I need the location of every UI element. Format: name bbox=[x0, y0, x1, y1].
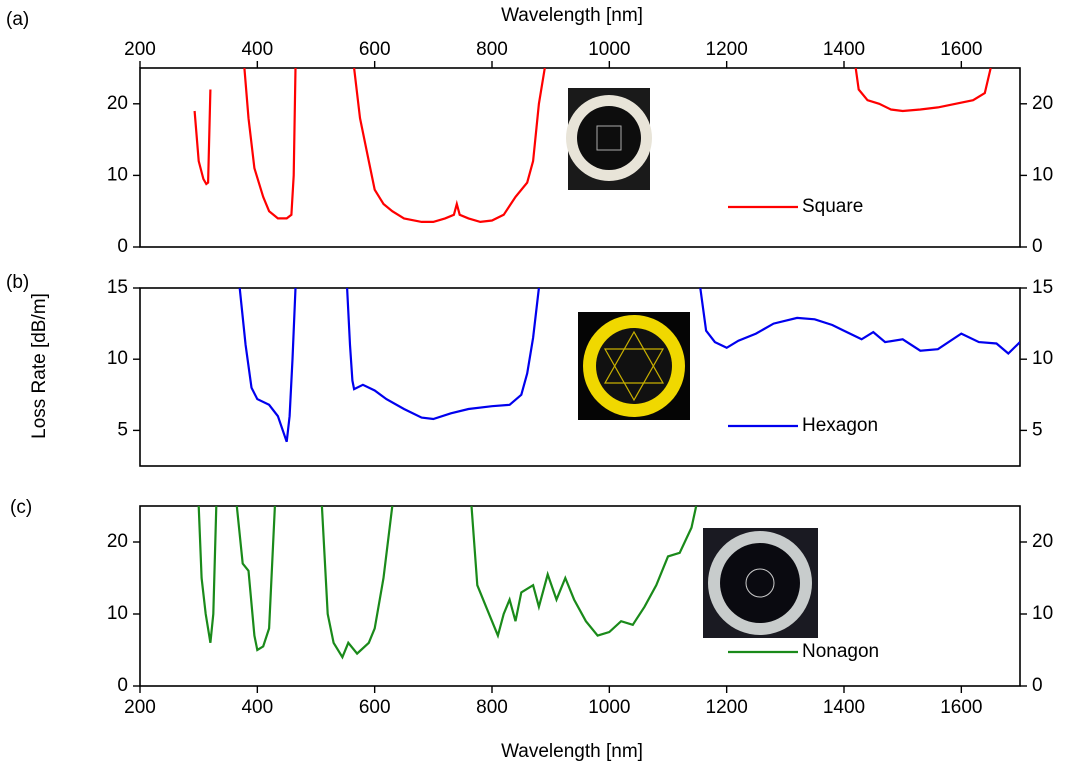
y-tick-label: 20 bbox=[107, 531, 128, 552]
y-tick-label-right: 5 bbox=[1032, 419, 1043, 440]
x-tick-label: 400 bbox=[241, 697, 273, 718]
x-tick-label: 1600 bbox=[940, 39, 982, 60]
x-tick-label: 800 bbox=[476, 697, 508, 718]
x-tick-label: 1400 bbox=[823, 697, 865, 718]
x-axis-title-top: Wavelength [nm] bbox=[501, 5, 643, 26]
y-tick-label-right: 0 bbox=[1032, 675, 1043, 696]
x-tick-label: 400 bbox=[241, 39, 273, 60]
y-tick-label: 5 bbox=[117, 419, 128, 440]
y-axis-title: Loss Rate [dB/m] bbox=[29, 293, 50, 439]
panel-label: (b) bbox=[6, 272, 29, 293]
y-tick-label: 0 bbox=[117, 675, 128, 696]
inset-image bbox=[566, 88, 652, 190]
x-tick-label: 1400 bbox=[823, 39, 865, 60]
data-line bbox=[197, 506, 698, 660]
y-tick-label-right: 20 bbox=[1032, 93, 1053, 114]
x-tick-label: 1200 bbox=[706, 39, 748, 60]
data-line bbox=[193, 68, 992, 224]
x-tick-label: 1200 bbox=[706, 697, 748, 718]
x-tick-label: 1600 bbox=[940, 697, 982, 718]
legend-label: Square bbox=[802, 196, 863, 217]
x-axis-title-bottom: Wavelength [nm] bbox=[501, 741, 643, 762]
x-tick-label: 200 bbox=[124, 697, 156, 718]
legend-label: Hexagon bbox=[802, 415, 878, 436]
plot-frame bbox=[139, 287, 1021, 467]
plot-frame bbox=[139, 67, 1021, 248]
x-tick-label: 800 bbox=[476, 39, 508, 60]
x-tick-label: 1000 bbox=[588, 39, 630, 60]
legend-label: Nonagon bbox=[802, 641, 879, 662]
panel-label: (a) bbox=[6, 9, 29, 30]
plot-frame bbox=[139, 505, 1021, 687]
data-line bbox=[238, 288, 1020, 443]
inset-image bbox=[703, 528, 818, 638]
y-tick-label: 15 bbox=[107, 277, 128, 298]
y-tick-label: 10 bbox=[107, 603, 128, 624]
y-tick-label: 20 bbox=[107, 93, 128, 114]
y-tick-label-right: 10 bbox=[1032, 164, 1053, 185]
y-tick-label-right: 10 bbox=[1032, 603, 1053, 624]
y-tick-label-right: 0 bbox=[1032, 236, 1043, 257]
y-tick-label: 10 bbox=[107, 348, 128, 369]
inset-image bbox=[578, 312, 690, 420]
y-tick-label-right: 10 bbox=[1032, 348, 1053, 369]
y-tick-label-right: 15 bbox=[1032, 277, 1053, 298]
x-tick-label: 600 bbox=[359, 39, 391, 60]
x-tick-label: 600 bbox=[359, 697, 391, 718]
panel-label: (c) bbox=[10, 497, 32, 518]
y-tick-label: 10 bbox=[107, 164, 128, 185]
y-tick-label-right: 20 bbox=[1032, 531, 1053, 552]
x-tick-label: 200 bbox=[124, 39, 156, 60]
x-tick-label: 1000 bbox=[588, 697, 630, 718]
y-tick-label: 0 bbox=[117, 236, 128, 257]
